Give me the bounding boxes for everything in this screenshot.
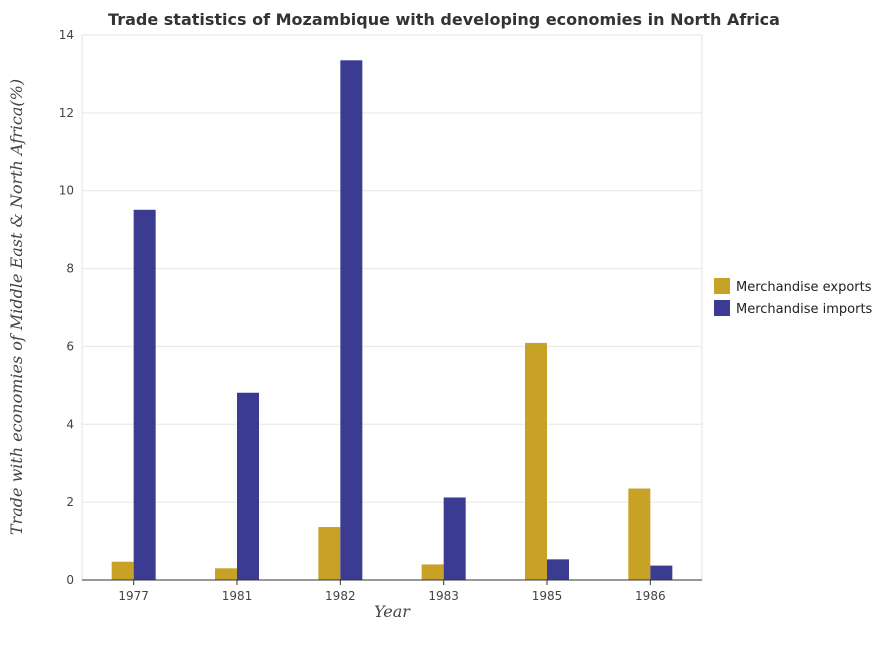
y-tick-label: 12 bbox=[59, 106, 74, 120]
bar-imports-1986 bbox=[650, 565, 673, 580]
x-axis-label: Year bbox=[374, 602, 411, 621]
x-ticks: 1977 1981 1982 1983 1985 1986 bbox=[118, 580, 666, 603]
legend-label-exports: Merchandise exports bbox=[736, 280, 872, 295]
bar-imports-1981 bbox=[237, 392, 259, 580]
y-tick-label: 2 bbox=[66, 495, 74, 509]
x-tick-label: 1985 bbox=[532, 589, 563, 603]
grid bbox=[81, 34, 703, 581]
y-tick-label: 8 bbox=[66, 262, 74, 276]
bar-imports-1983 bbox=[443, 497, 466, 580]
bar-exports-1985 bbox=[525, 342, 547, 580]
x-tick-label: 1986 bbox=[635, 589, 666, 603]
y-axis-label: Trade with economies of Middle East & No… bbox=[7, 79, 26, 535]
x-tick-label: 1983 bbox=[428, 589, 459, 603]
y-tick-label: 6 bbox=[66, 339, 74, 353]
y-tick-label: 0 bbox=[66, 573, 74, 587]
legend-swatch-imports bbox=[714, 300, 730, 316]
bar-exports-1981 bbox=[215, 568, 237, 580]
y-tick-label: 4 bbox=[66, 417, 74, 431]
x-tick-label: 1982 bbox=[325, 589, 356, 603]
legend: Merchandise exports Merchandise imports bbox=[714, 278, 873, 317]
bar-exports-1983 bbox=[421, 564, 444, 580]
bar-exports-1986 bbox=[628, 488, 651, 580]
chart-title: Trade statistics of Mozambique with deve… bbox=[108, 10, 780, 29]
bar-exports-1982 bbox=[318, 527, 341, 580]
bar-imports-1977 bbox=[133, 209, 156, 580]
y-tick-label: 10 bbox=[59, 184, 74, 198]
bars bbox=[111, 60, 673, 580]
bar-exports-1977 bbox=[111, 561, 134, 580]
y-tick-label: 14 bbox=[59, 28, 74, 42]
bar-imports-1982 bbox=[340, 60, 363, 580]
legend-swatch-exports bbox=[714, 278, 730, 294]
x-tick-label: 1981 bbox=[222, 589, 253, 603]
bar-imports-1985 bbox=[547, 559, 569, 580]
legend-label-imports: Merchandise imports bbox=[736, 302, 873, 317]
plot-area: 1977 1981 1982 1983 1985 1986 0 2 4 6 8 10 12 14 bbox=[59, 28, 703, 603]
x-tick-label: 1977 bbox=[118, 589, 149, 603]
y-ticks: 0 2 4 6 8 10 12 14 bbox=[59, 28, 74, 587]
